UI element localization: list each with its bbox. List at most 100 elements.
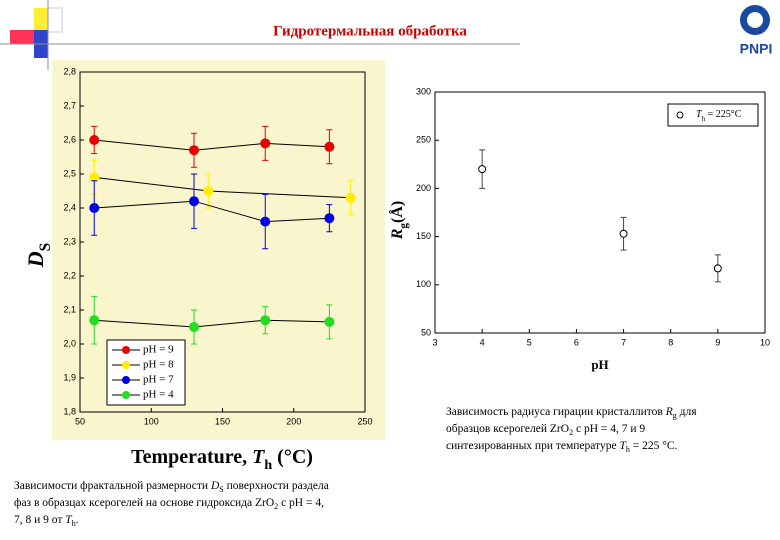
y-tick-label: 2,5: [63, 168, 76, 178]
marker: [260, 138, 271, 149]
caption-part: = 225 °C.: [630, 440, 678, 452]
series-line: [94, 200, 330, 223]
decor-square: [47, 7, 63, 33]
y-tick-label: 1,9: [63, 372, 76, 382]
y-tick-label: 2,8: [63, 66, 76, 76]
y-tick-label: 100: [416, 279, 431, 289]
slide-title: Гидротермальная обработка: [273, 23, 467, 39]
x-tick-label: 5: [527, 337, 532, 347]
x-axis-label-part: h: [264, 458, 272, 473]
caption-part: фаз в образцах ксерогелей на основе гидр…: [14, 497, 274, 509]
y-tick-label: 2,3: [63, 236, 76, 246]
caption-part: T: [65, 514, 73, 526]
marker: [189, 145, 199, 156]
series-line: [94, 319, 330, 328]
legend-label-part: h: [702, 115, 706, 123]
legend-box: [106, 339, 186, 406]
x-tick-label: 250: [357, 416, 372, 426]
y-axis-label-part: g: [398, 223, 410, 229]
legend-marker: [122, 391, 130, 399]
legend-label-part: T: [696, 109, 703, 120]
x-axis-label-part: pH: [591, 357, 608, 372]
marker: [260, 315, 271, 326]
marker: [189, 322, 199, 332]
x-tick-label: 7: [621, 337, 626, 347]
chart-background: [52, 60, 385, 440]
caption-part: D: [210, 480, 220, 492]
y-tick-label: 1,8: [63, 406, 76, 416]
decor-square: [34, 8, 48, 32]
y-axis-label: DS: [23, 243, 54, 268]
marker: [619, 229, 628, 238]
y-axis-label-part: S: [37, 243, 54, 252]
legend-label: pH = 7: [143, 374, 174, 386]
x-tick-label: 3: [432, 337, 437, 347]
caption-part: h: [626, 445, 630, 454]
y-axis-label: Rg(Å): [388, 201, 410, 240]
y-tick-label: 300: [416, 86, 431, 96]
legend-marker: [122, 346, 130, 354]
x-tick-label: 100: [144, 416, 159, 426]
y-tick-label: 2,4: [63, 202, 76, 212]
caption-part: образцов ксерогелей ZrO: [446, 423, 569, 435]
y-tick-label: 2,6: [63, 134, 76, 144]
caption-part: синтезированных при температуре: [446, 440, 619, 452]
marker: [189, 196, 199, 207]
y-tick-label: 200: [416, 183, 431, 193]
y-tick-label: 2,2: [63, 270, 76, 280]
marker: [478, 165, 487, 174]
series-line: [94, 139, 330, 151]
legend-marker: [122, 361, 130, 369]
caption-part: Зависимости фрактальной размерности: [14, 480, 211, 492]
legend-label: Th = 225°C: [696, 109, 742, 122]
caption: Зависимости фрактальной размерности DS п…: [14, 480, 329, 529]
legend-marker: [676, 111, 684, 119]
x-tick-label: 50: [75, 416, 85, 426]
y-axis-label-part: R: [389, 228, 406, 240]
marker: [203, 186, 214, 196]
x-axis-label: pH: [591, 357, 608, 372]
caption-part: Зависимость радиуса гирации кристаллитов: [446, 406, 666, 418]
marker: [89, 315, 100, 326]
x-tick-label: 10: [760, 337, 770, 347]
caption-part: поверхности раздела: [224, 480, 329, 492]
y-tick-label: 250: [416, 135, 431, 145]
legend-label-part: = 225°C: [705, 109, 742, 120]
caption-part: g: [673, 411, 677, 420]
caption-part: S: [219, 485, 223, 494]
x-tick-label: 200: [286, 416, 301, 426]
x-tick-label: 150: [215, 416, 230, 426]
caption-part: 7, 8 и 9 от: [14, 514, 65, 526]
x-axis-label-part: Temperature,: [131, 446, 252, 468]
y-tick-label: 2,1: [63, 304, 76, 314]
logo-mark: [747, 12, 763, 28]
x-tick-label: 8: [668, 337, 673, 347]
legend-box: [667, 103, 759, 127]
caption-part: 2: [274, 502, 278, 511]
caption-part: R: [665, 406, 673, 418]
caption-part: h: [72, 519, 76, 528]
plot-area: [434, 91, 766, 334]
marker: [324, 316, 335, 327]
y-tick-label: 2,7: [63, 100, 76, 110]
caption-part: для: [677, 406, 697, 418]
caption-part: .: [76, 514, 79, 526]
caption-part: T: [619, 440, 627, 452]
logo-text: PNPI: [740, 41, 773, 57]
marker: [89, 135, 100, 145]
marker: [260, 216, 271, 227]
caption-part: с pH = 4,: [278, 497, 324, 509]
x-axis-label-part: (°C): [272, 446, 313, 468]
marker: [324, 141, 335, 152]
legend-label: pH = 9: [143, 344, 174, 356]
y-axis-label-part: D: [23, 251, 48, 268]
marker: [345, 192, 356, 203]
marker: [89, 203, 100, 213]
marker: [324, 213, 335, 224]
y-tick-label: 2,0: [63, 338, 76, 348]
x-tick-label: 4: [480, 337, 485, 347]
legend-label: pH = 8: [143, 359, 174, 371]
caption-part: с pH = 4, 7 и 9: [573, 423, 645, 435]
y-tick-label: 50: [421, 327, 431, 337]
